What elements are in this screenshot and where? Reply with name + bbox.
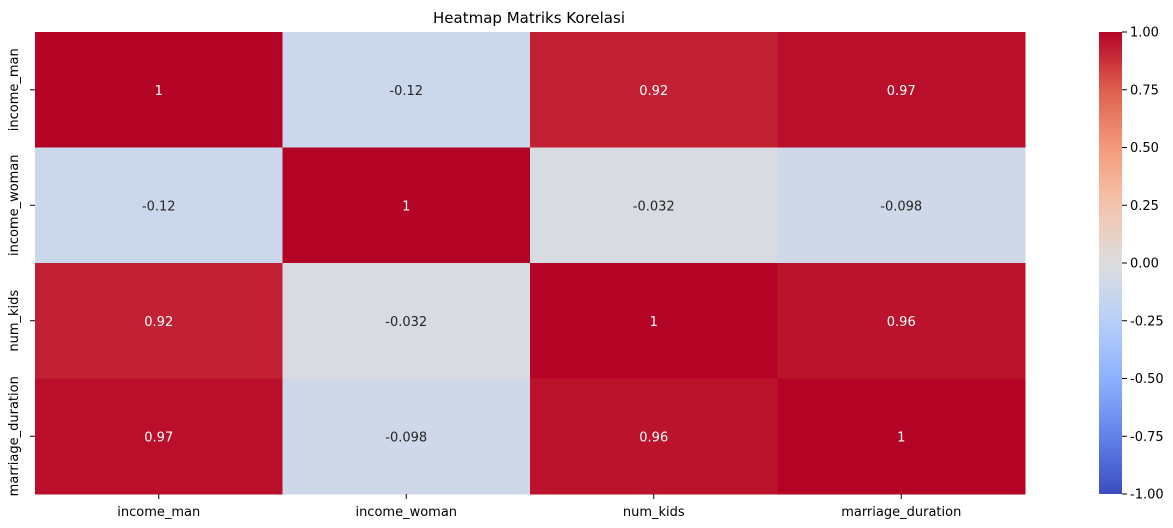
cell-annotation: -0.12 xyxy=(142,199,176,214)
heatmap-cell xyxy=(530,147,778,264)
colorbar-tick-label: -0.50 xyxy=(1130,372,1164,387)
colorbar-tick-label: -1.00 xyxy=(1130,488,1164,503)
cell-annotation: 1 xyxy=(650,315,658,330)
heatmap-cell xyxy=(777,32,1026,148)
heatmap-cell xyxy=(282,263,531,379)
heatmap-cell xyxy=(35,263,283,379)
colorbar-tick-label: -0.25 xyxy=(1130,314,1164,329)
colorbar xyxy=(1099,32,1122,494)
heatmap-cell xyxy=(777,263,1026,379)
y-tick-label: income_woman xyxy=(7,154,22,256)
cell-annotation: 1 xyxy=(402,199,410,214)
y-tick-label: income_man xyxy=(7,48,22,131)
chart-title: Heatmap Matriks Korelasi xyxy=(433,9,625,27)
y-tick-label: marriage_duration xyxy=(7,376,22,496)
colorbar-tick-label: 0.50 xyxy=(1130,141,1159,156)
cell-annotation: -0.098 xyxy=(385,430,427,445)
heatmap-cell xyxy=(530,378,778,495)
cell-annotation: 0.96 xyxy=(639,430,668,445)
heatmap-cell xyxy=(282,147,531,264)
cell-annotation: 0.92 xyxy=(144,315,173,330)
cell-annotation: 1 xyxy=(897,430,905,445)
cell-annotation: -0.12 xyxy=(389,84,423,99)
heatmap-cells xyxy=(35,32,1026,495)
cell-annotation: 0.97 xyxy=(887,84,916,99)
heatmap-cell xyxy=(282,32,531,148)
cell-annotation: 0.97 xyxy=(144,430,173,445)
heatmap-cell xyxy=(530,263,778,379)
colorbar-tick-label: 0.25 xyxy=(1130,199,1159,214)
x-tick-label: marriage_duration xyxy=(841,505,961,520)
heatmap-cell xyxy=(777,147,1026,264)
colorbar-tick-label: 0.75 xyxy=(1130,83,1159,98)
cell-annotations: 1 -0.12 0.92 0.97 -0.12 1 -0.032 -0.098 0.92 -0.0… xyxy=(142,84,922,446)
cell-annotation: -0.032 xyxy=(385,315,427,330)
heatmap-cell xyxy=(35,147,283,264)
colorbar-tick-label: 1.00 xyxy=(1130,26,1159,41)
x-axis: income_man income_woman num_kids marriage_d… xyxy=(117,494,961,520)
heatmap-cell xyxy=(777,378,1026,495)
heatmap-cell xyxy=(35,378,283,495)
x-tick-label: num_kids xyxy=(623,505,685,520)
cell-annotation: -0.032 xyxy=(633,199,675,214)
y-tick-label: num_kids xyxy=(7,290,22,352)
heatmap-cell xyxy=(530,32,778,148)
x-tick-label: income_woman xyxy=(355,505,457,520)
colorbar-ticks: -1.00 -0.75 -0.50 -0.25 0.00 0.25 0.50 0.75 1.00 xyxy=(1122,26,1164,503)
cell-annotation: -0.098 xyxy=(880,199,922,214)
heatmap-cell xyxy=(35,32,283,148)
heatmap-cell xyxy=(282,378,531,495)
y-axis: income_man income_woman num_kids marriage_d… xyxy=(7,48,35,496)
colorbar-tick-label: 0.00 xyxy=(1130,257,1159,272)
cell-annotation: 0.92 xyxy=(639,84,668,99)
colorbar-gradient xyxy=(1099,32,1122,494)
cell-annotation: 1 xyxy=(155,84,163,99)
colorbar-tick-label: -0.75 xyxy=(1130,430,1164,445)
x-tick-label: income_man xyxy=(117,505,200,520)
cell-annotation: 0.96 xyxy=(887,315,916,330)
